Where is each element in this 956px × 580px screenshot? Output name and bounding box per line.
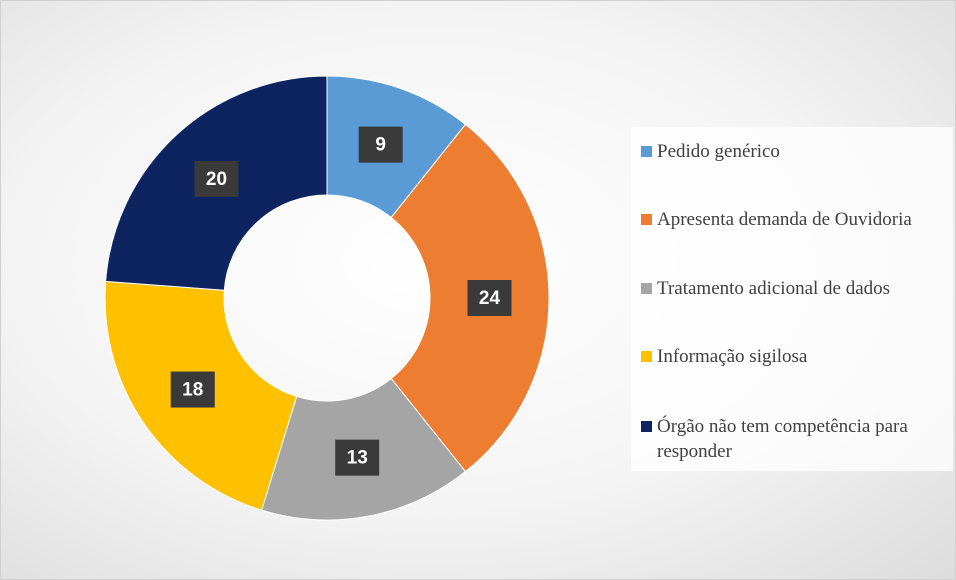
data-label: 24 [479,288,501,309]
legend-swatch [641,351,652,362]
data-label-box [194,160,239,197]
data-label: 18 [182,380,203,401]
legend-label: Apresenta demanda de Ouvidoria [657,209,912,230]
legend-item: Órgão não tem competência para responder [641,414,956,464]
data-label: 13 [347,448,368,469]
data-label: 20 [206,169,227,190]
legend-item: Informação sigilosa [641,344,956,369]
legend-item: Apresenta demanda de Ouvidoria [641,207,956,232]
legend-label: Pedido genérico [657,141,780,162]
data-label-box [467,280,512,316]
legend-item: Tratamento adicional de dados [641,276,956,301]
legend-swatch [641,146,652,157]
data-label-box [335,439,380,476]
legend-label: Tratamento adicional de dados [657,278,891,299]
data-label-box [170,371,215,408]
legend-swatch [641,283,652,294]
legend-label: Informação sigilosa [657,346,808,367]
legend: Pedido genérico Apresenta demanda de Ouvi… [631,127,953,471]
legend-swatch [641,214,652,225]
legend-item: Pedido genérico [641,139,956,164]
legend-label: Órgão não tem competência para responder [657,416,908,462]
data-label: 9 [375,135,386,156]
legend-swatch [641,421,652,432]
data-label-box [358,126,403,163]
